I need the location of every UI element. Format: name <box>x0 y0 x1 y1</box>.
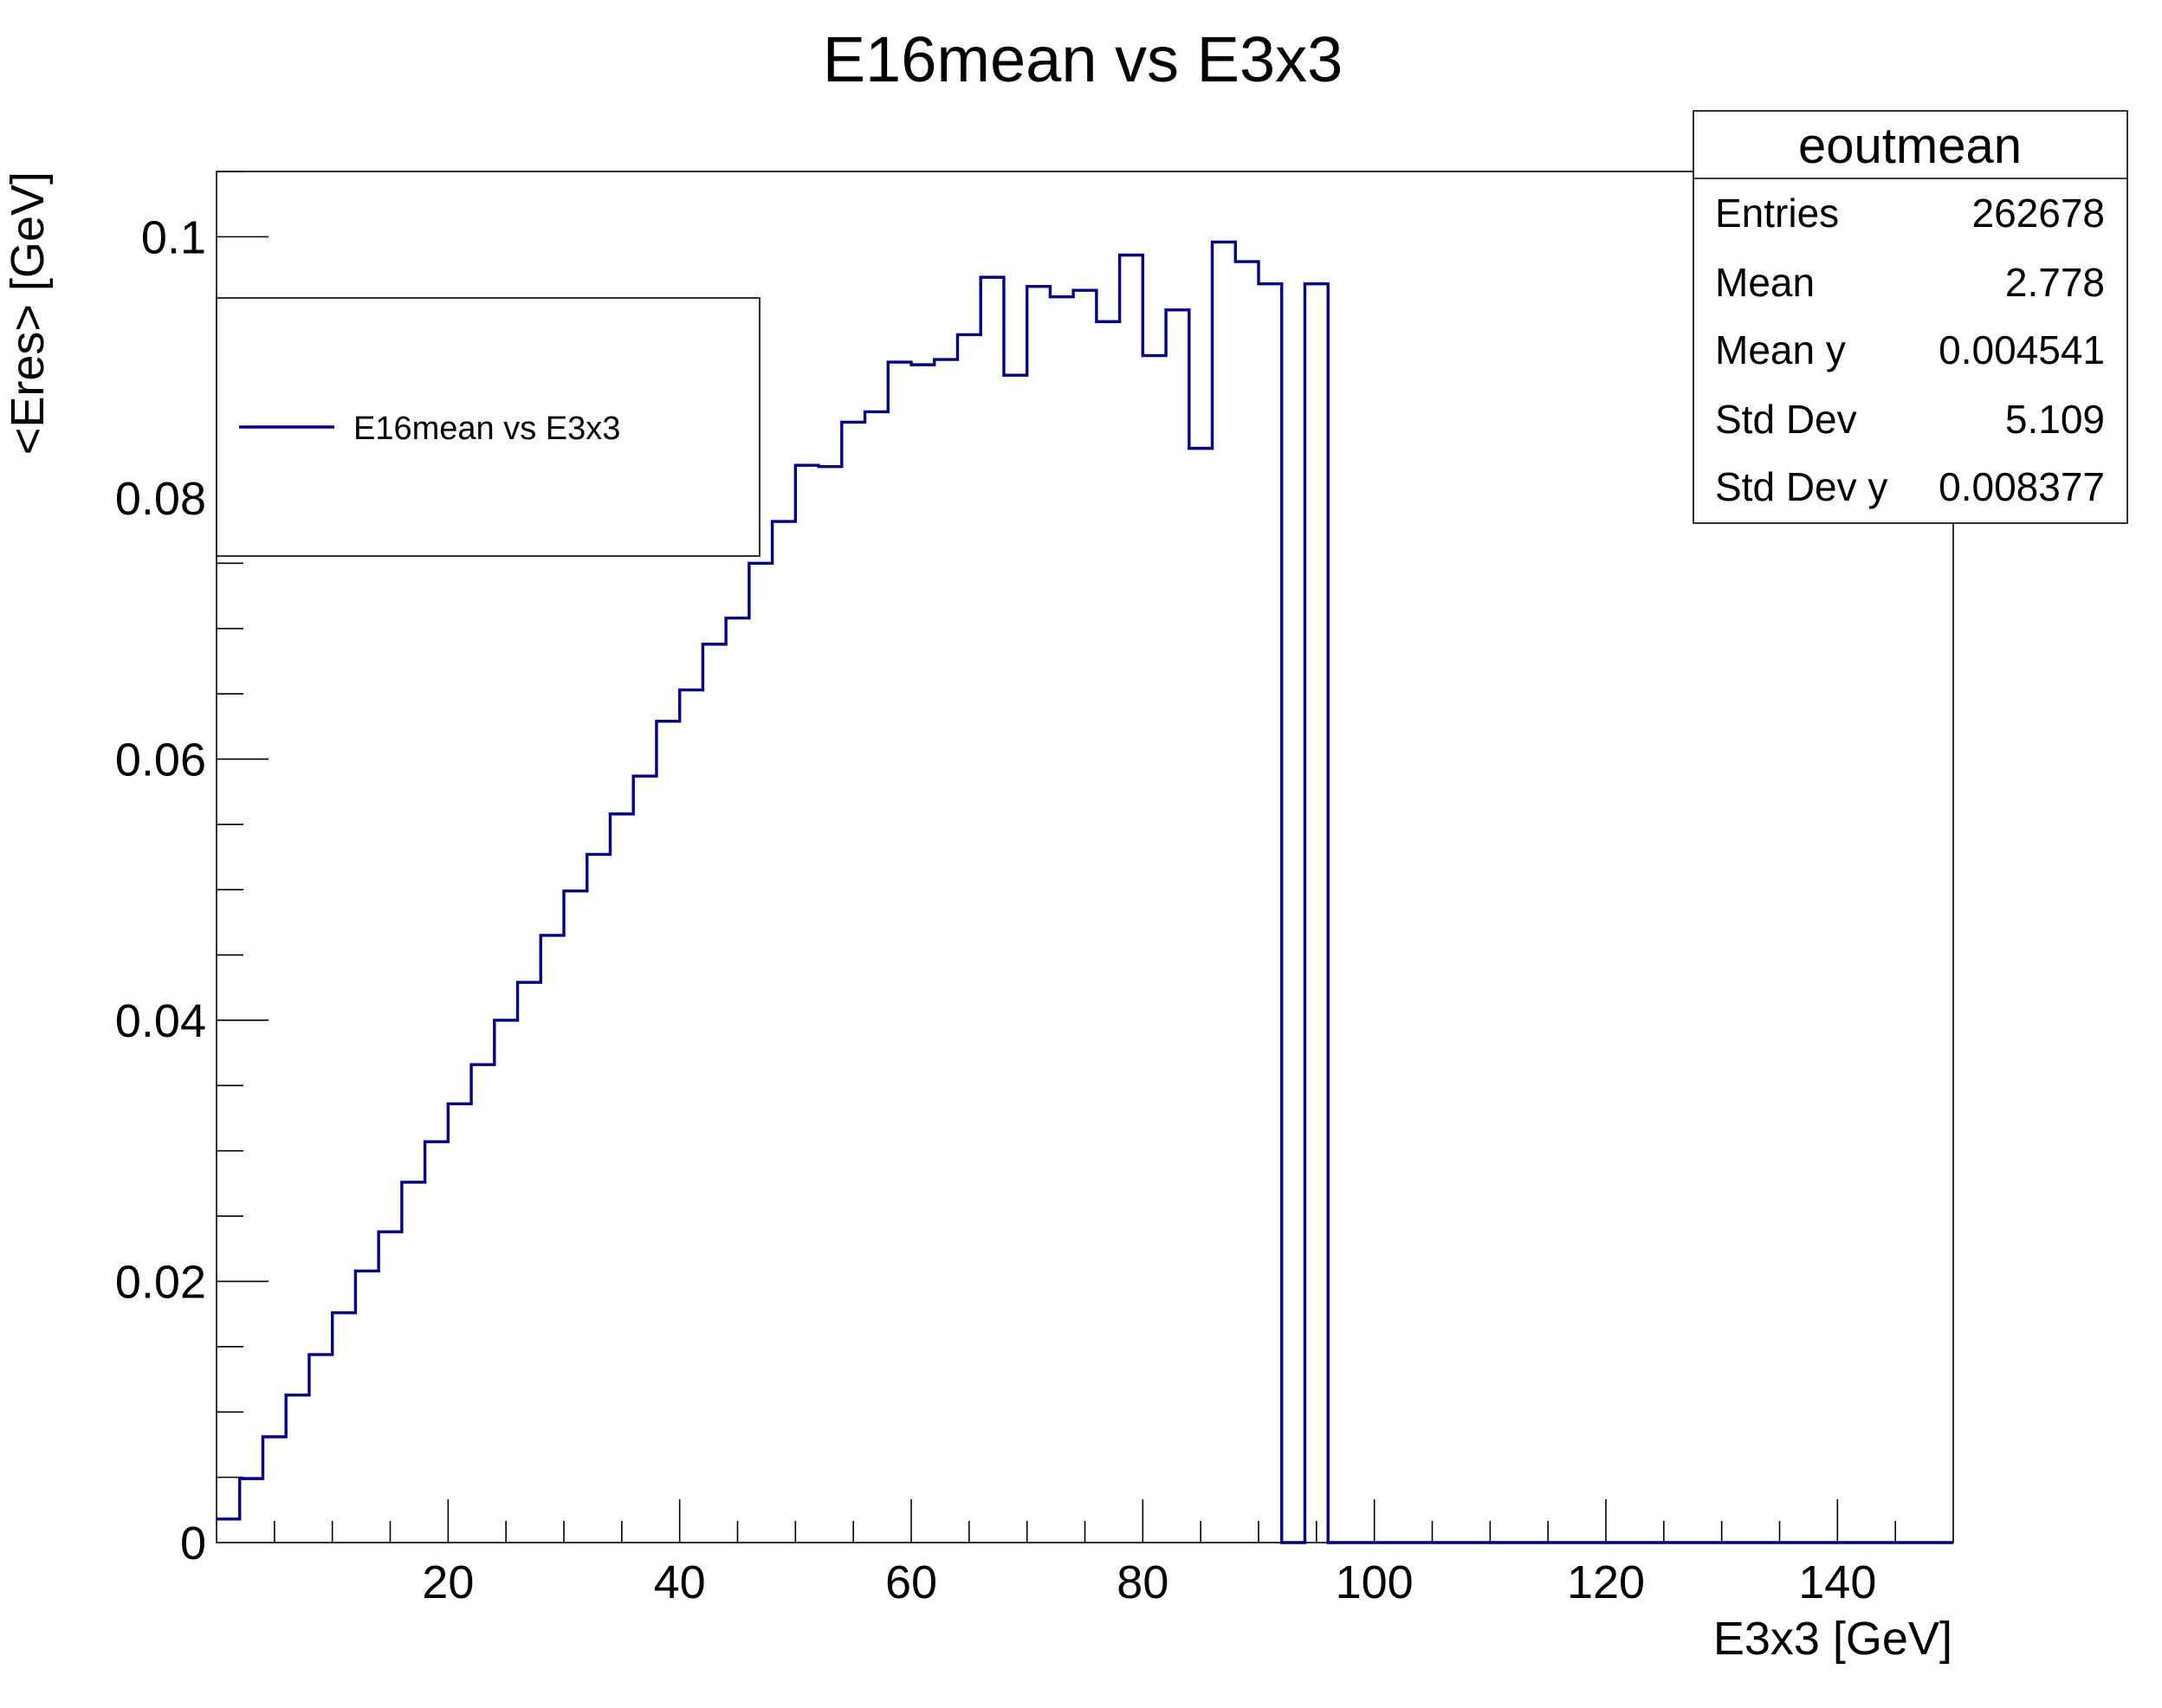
stats-row-value: 5.109 <box>2005 397 2105 442</box>
stats-row-value: 0.004541 <box>1939 327 2105 372</box>
stats-row-label: Std Dev y <box>1715 464 1887 509</box>
stats-row-value: 2.778 <box>2005 260 2105 305</box>
y-axis-label: <Eres> [GeV] <box>2 171 54 455</box>
stats-rows: Entries 262678 Mean 2.778 Mean y 0.004541 Std … <box>1715 191 2105 509</box>
x-tick-label: 20 <box>422 1556 474 1608</box>
stats-row-label: Mean <box>1715 260 1815 305</box>
x-tick-label: 120 <box>1567 1556 1645 1608</box>
stats-row-label: Entries <box>1715 191 1839 236</box>
chart-title: E16mean vs E3x3 <box>823 23 1343 95</box>
x-axis-label: E3x3 [GeV] <box>1713 1613 1952 1665</box>
legend-entry-label: E16mean vs E3x3 <box>353 411 620 447</box>
y-tick-label: 0.08 <box>115 473 206 525</box>
x-tick-label: 80 <box>1117 1556 1168 1608</box>
stats-row-value: 0.008377 <box>1939 464 2105 509</box>
stats-row-label: Std Dev <box>1715 397 1857 442</box>
y-tick-label: 0.06 <box>115 734 206 786</box>
legend: E16mean vs E3x3 <box>216 297 761 557</box>
x-tick-label: 140 <box>1798 1556 1876 1608</box>
histogram-series-line <box>217 240 1953 1544</box>
x-tick-label: 40 <box>654 1556 706 1608</box>
y-tick-label: 0.1 <box>141 211 206 263</box>
stats-box: eoutmean Entries 262678 Mean 2.778 Mean y 0.0… <box>1693 110 2128 524</box>
x-tick-label: 100 <box>1336 1556 1414 1608</box>
y-tick-label: 0.04 <box>115 995 206 1047</box>
x-axis: 20 40 60 80 100 120 140 <box>274 1499 1896 1608</box>
stats-row-label: Mean y <box>1715 327 1846 372</box>
y-tick-label: 0 <box>180 1517 206 1569</box>
stats-box-frame <box>1693 110 2128 524</box>
y-tick-label: 0.02 <box>115 1256 206 1308</box>
y-axis: 0 0.02 0.04 0.06 0.08 0.1 <box>115 171 269 1569</box>
stats-row-value: 262678 <box>1972 191 2106 236</box>
stats-box-title: eoutmean <box>1798 118 2022 174</box>
x-tick-label: 60 <box>885 1556 937 1608</box>
